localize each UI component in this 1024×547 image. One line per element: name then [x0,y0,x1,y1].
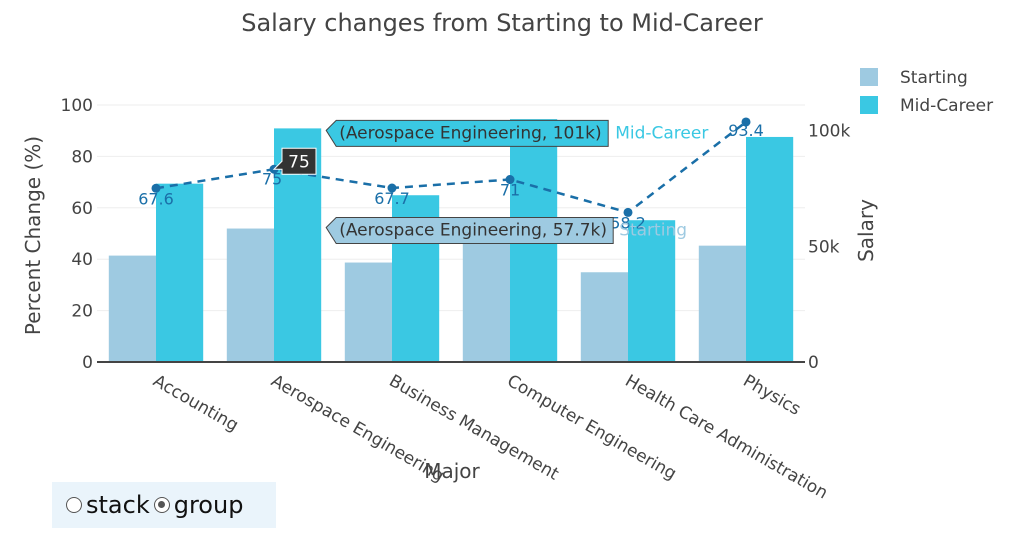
left-tick-label: 0 [82,353,93,373]
right-tick-label: 100k [808,122,850,142]
right-tick-label: 0 [808,353,819,373]
right-tick-label: 50k [808,237,840,257]
bar-mid-career [628,220,676,362]
group-label: group [173,491,244,519]
line-point [741,117,751,127]
line-data-label: 58.2 [610,213,646,232]
category-label: Physics [740,371,805,420]
line-data-label: 67.7 [374,189,410,208]
category-label: Health Care Administration [622,371,832,504]
percent-change-line [155,120,747,214]
left-tick-label: 100 [61,96,93,116]
mid-career-tooltip-name: Mid-Career [615,123,708,143]
mid-career-tooltip [325,119,609,147]
left-tick-label: 60 [71,199,93,219]
line-point [387,183,397,193]
line-data-label: 67.6 [138,189,174,208]
legend-swatch-starting [860,68,878,86]
category-label: Accounting [150,371,242,436]
group-radio-icon[interactable] [153,497,170,513]
line-point [623,207,633,217]
mid-career-tooltip-text: (Aerospace Engineering, 101k) [339,123,601,143]
barmode-group-option[interactable]: group [153,491,244,519]
barmode-stack-option[interactable]: stack [66,491,150,519]
line-tooltip-text: 75 [288,152,310,172]
bar-mid-career [746,136,794,362]
bar-starting [698,245,746,362]
legend-label-mid-career: Mid-Career [900,96,993,116]
bar-starting [580,272,628,362]
chart-title: Salary changes from Starting to Mid-Care… [241,9,763,37]
barmode-selector: stack group [52,482,276,528]
bar-mid-career [156,183,204,362]
legend-label-starting: Starting [900,68,968,88]
line-data-label: 71 [500,181,520,200]
bar-starting [226,228,274,362]
line-point [505,175,515,185]
line-point [151,183,161,193]
bar-starting [108,255,156,362]
stack-label: stack [86,491,150,519]
bar-starting [344,262,392,362]
left-tick-label: 40 [71,250,93,270]
line-data-label: 75 [262,169,282,188]
right-axis-title: Salary [854,199,878,262]
line-data-label: 93.4 [728,121,764,140]
legend-swatch-mid-career [860,96,878,114]
left-axis-title: Percent Change (%) [21,136,45,335]
x-axis-title: Major [424,459,480,483]
starting-tooltip-text: (Aerospace Engineering, 57.7k) [339,221,607,241]
left-tick-label: 80 [71,147,93,167]
stack-radio-icon[interactable] [66,497,82,513]
starting-tooltip [325,217,614,245]
line-tooltip [272,147,317,175]
left-tick-label: 20 [71,302,93,322]
starting-tooltip-name: Starting [619,221,687,241]
